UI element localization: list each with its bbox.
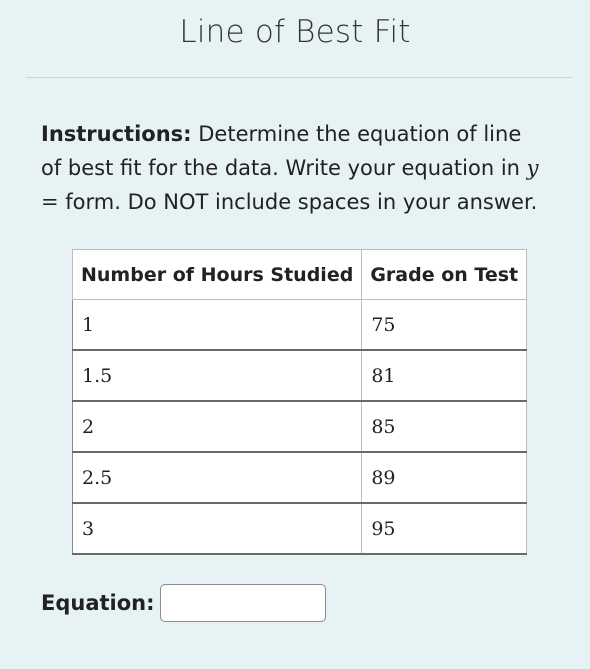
table-row: 2 85	[71, 401, 528, 453]
equation-row: Equation:	[41, 583, 326, 623]
table-row: 2.5 89	[71, 452, 528, 504]
cell-grade: 75	[361, 299, 528, 351]
instructions-label: Instructions:	[41, 122, 192, 146]
cell-hours: 1	[71, 299, 363, 351]
cell-grade: 95	[361, 503, 528, 555]
data-table: Number of Hours Studied Grade on Test 1 …	[71, 249, 528, 555]
cell-grade: 81	[361, 350, 528, 402]
header-hours-studied: Number of Hours Studied	[71, 249, 363, 300]
table-row: 1.5 81	[71, 350, 528, 402]
page-title: Line of Best Fit	[179, 14, 411, 50]
title-divider	[26, 77, 572, 78]
cell-hours: 1.5	[71, 350, 363, 402]
instructions-body-start: Determine the equation of line of best f…	[41, 122, 527, 180]
table-header-row: Number of Hours Studied Grade on Test	[71, 249, 528, 300]
cell-hours: 2.5	[71, 452, 363, 504]
instructions-body-end: form. Do NOT include spaces in your answ…	[58, 190, 538, 214]
cell-hours: 3	[71, 503, 363, 555]
table-row: 1 75	[71, 299, 528, 351]
math-equals: =	[41, 190, 59, 214]
header-grade-on-test: Grade on Test	[361, 249, 528, 300]
cell-hours: 2	[71, 401, 363, 453]
cell-grade: 85	[361, 401, 528, 453]
table-row: 3 95	[71, 503, 528, 555]
cell-grade: 89	[361, 452, 528, 504]
math-variable-y: y	[526, 156, 539, 180]
instructions-text: Instructions: Determine the equation of …	[41, 117, 541, 219]
equation-input[interactable]	[159, 584, 326, 622]
equation-label: Equation:	[41, 591, 155, 615]
